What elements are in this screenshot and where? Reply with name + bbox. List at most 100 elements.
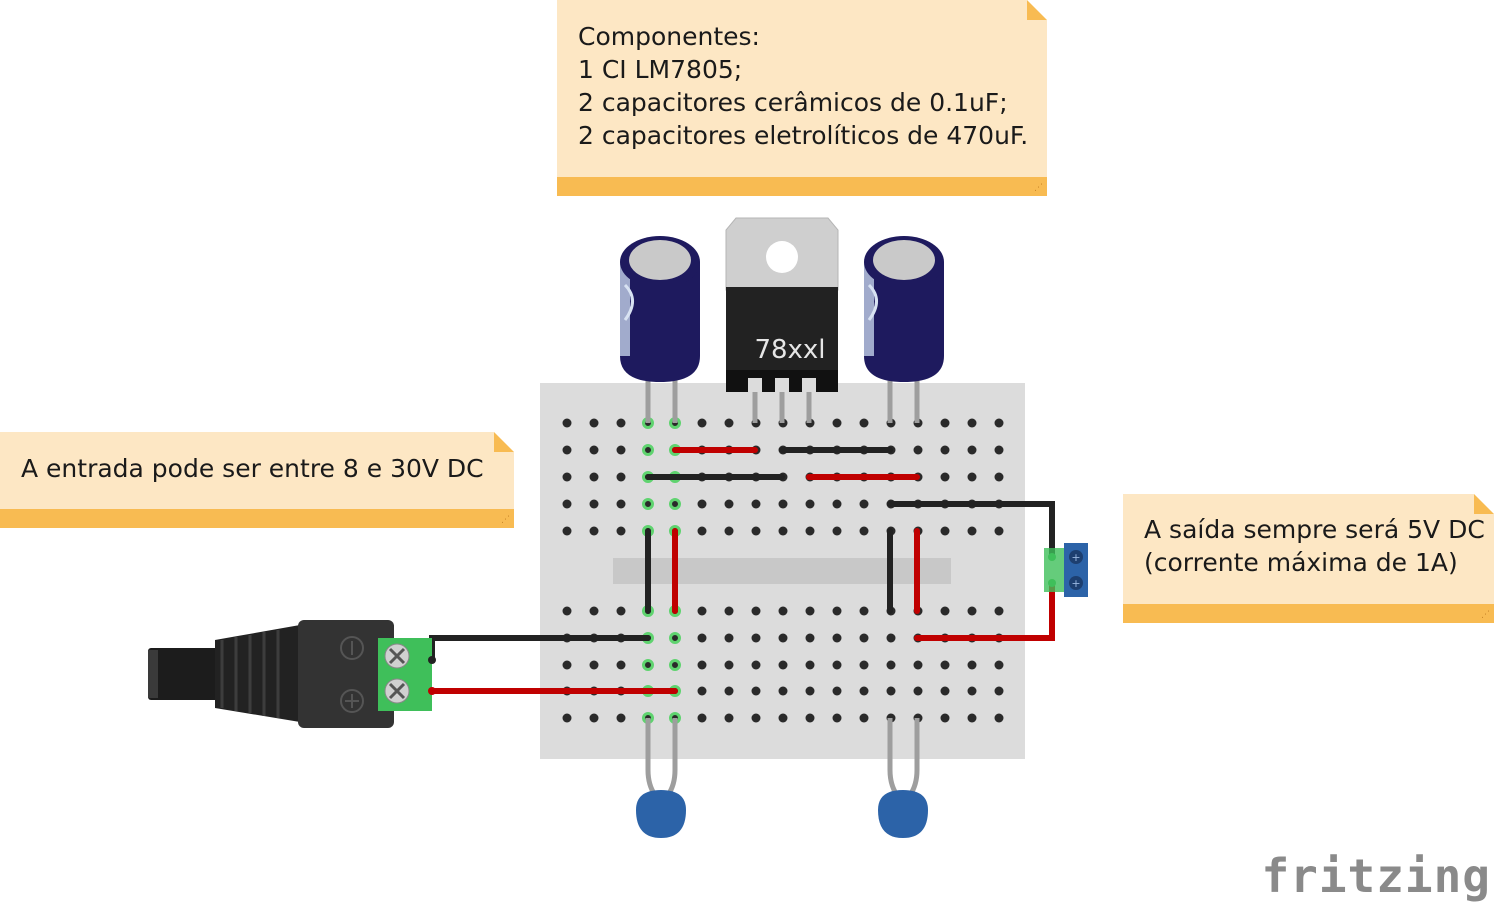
breadboard-hole [751, 686, 761, 696]
note-fold [494, 432, 514, 452]
note-fold [1474, 494, 1494, 514]
breadboard-hole [562, 445, 572, 455]
breadboard-hole [724, 713, 734, 723]
output-line-2: (corrente máxima de 1A) [1144, 548, 1458, 577]
breadboard-hole [616, 472, 626, 482]
breadboard-hole [859, 686, 869, 696]
breadboard-hole [967, 526, 977, 536]
breadboard-hole [642, 444, 654, 456]
breadboard-hole [940, 418, 950, 428]
breadboard-hole [616, 526, 626, 536]
breadboard-hole [589, 445, 599, 455]
breadboard-channel [613, 558, 951, 584]
electrolytic-capacitor-right [864, 236, 944, 382]
breadboard-hole [940, 606, 950, 616]
breadboard-hole [832, 499, 842, 509]
breadboard-hole [697, 499, 707, 509]
breadboard-hole [616, 660, 626, 670]
dc-barrel-jack [148, 620, 436, 728]
components-line-1: 1 CI LM7805; [578, 55, 743, 84]
breadboard-hole [697, 660, 707, 670]
breadboard-hole [967, 472, 977, 482]
breadboard-hole [994, 660, 1004, 670]
breadboard-hole [859, 526, 869, 536]
components-note-text: Componentes: 1 CI LM7805; 2 capacitores … [578, 20, 1028, 152]
breadboard-hole [967, 686, 977, 696]
breadboard-hole [886, 633, 896, 643]
breadboard-hole [589, 660, 599, 670]
breadboard-hole [805, 686, 815, 696]
breadboard-hole [859, 606, 869, 616]
breadboard-hole [697, 633, 707, 643]
breadboard-hole [859, 633, 869, 643]
breadboard-hole [994, 606, 1004, 616]
breadboard-hole [724, 418, 734, 428]
breadboard-hole [778, 660, 788, 670]
breadboard-hole [751, 633, 761, 643]
breadboard-hole [778, 686, 788, 696]
breadboard-hole [832, 526, 842, 536]
wire-black-output [887, 501, 1055, 560]
breadboard-hole [751, 606, 761, 616]
breadboard-hole [751, 660, 761, 670]
breadboard-hole [751, 526, 761, 536]
components-line-3: 2 capacitores eletrolíticos de 470uF. [578, 121, 1029, 150]
breadboard-hole [616, 418, 626, 428]
breadboard-hole [832, 660, 842, 670]
breadboard-hole [724, 633, 734, 643]
svg-text:+: + [1071, 551, 1080, 564]
breadboard-hole [616, 713, 626, 723]
breadboard-hole [805, 660, 815, 670]
breadboard-hole [994, 686, 1004, 696]
breadboard-hole [778, 713, 788, 723]
ceramic-capacitor-right [878, 718, 928, 838]
breadboard-hole [994, 526, 1004, 536]
breadboard-hole [697, 606, 707, 616]
breadboard-hole [940, 660, 950, 670]
breadboard-hole [886, 660, 896, 670]
breadboard-hole [724, 660, 734, 670]
breadboard-hole [886, 686, 896, 696]
breadboard-hole [913, 445, 923, 455]
breadboard-hole [940, 526, 950, 536]
electrolytic-capacitor-left [620, 236, 700, 382]
breadboard-hole [832, 686, 842, 696]
output-note: A saída sempre será 5V DC (corrente máxi… [1123, 494, 1494, 623]
breadboard-hole [832, 713, 842, 723]
breadboard-hole [832, 633, 842, 643]
breadboard-hole [562, 499, 572, 509]
breadboard-hole [562, 418, 572, 428]
breadboard-hole [778, 499, 788, 509]
voltage-regulator-7805: 78xxl [725, 217, 839, 423]
breadboard-hole [994, 445, 1004, 455]
breadboard-hole [669, 498, 681, 510]
breadboard-hole [805, 713, 815, 723]
breadboard-hole [697, 713, 707, 723]
breadboard-hole [669, 632, 681, 644]
components-line-2: 2 capacitores cerâmicos de 0.1uF; [578, 88, 1008, 117]
breadboard-hole [616, 499, 626, 509]
breadboard-hole [859, 713, 869, 723]
input-note-text: A entrada pode ser entre 8 e 30V DC [21, 454, 484, 483]
breadboard-hole [669, 659, 681, 671]
breadboard-hole [805, 606, 815, 616]
output-note-text: A saída sempre será 5V DC (corrente máxi… [1144, 513, 1485, 579]
breadboard-hole [778, 606, 788, 616]
breadboard-hole [751, 713, 761, 723]
breadboard-hole [940, 713, 950, 723]
breadboard-hole [994, 713, 1004, 723]
breadboard-hole [967, 660, 977, 670]
breadboard-hole [697, 418, 707, 428]
breadboard-hole [589, 713, 599, 723]
breadboard-hole [616, 606, 626, 616]
breadboard-hole [832, 606, 842, 616]
breadboard-hole [859, 418, 869, 428]
breadboard-hole [805, 633, 815, 643]
breadboard-hole [724, 686, 734, 696]
breadboard-hole [697, 526, 707, 536]
breadboard-hole [859, 499, 869, 509]
note-band: ⋰ [0, 509, 514, 528]
input-note: A entrada pode ser entre 8 e 30V DC ⋰ [0, 432, 514, 528]
breadboard-hole [940, 472, 950, 482]
